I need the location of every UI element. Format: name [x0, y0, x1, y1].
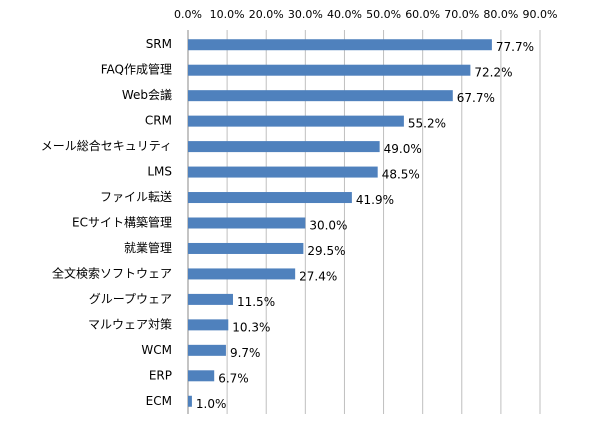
- data-label: 6.7%: [218, 371, 249, 385]
- bar: [188, 192, 352, 204]
- data-label: 10.3%: [232, 320, 270, 334]
- data-label: 29.5%: [307, 244, 345, 258]
- bar: [188, 115, 404, 127]
- bar: [188, 370, 215, 382]
- bar: [188, 242, 304, 254]
- data-label: 72.2%: [474, 66, 512, 80]
- x-tick-label: 30.0%: [288, 8, 323, 21]
- data-label: 30.0%: [309, 219, 347, 233]
- x-tick-label: 20.0%: [249, 8, 284, 21]
- category-label: ECサイト構築管理: [72, 215, 172, 230]
- bar: [188, 90, 453, 102]
- bar: [188, 217, 306, 229]
- data-label: 55.2%: [408, 117, 446, 131]
- bar: [188, 319, 229, 331]
- category-label: マルウェア対策: [88, 317, 172, 331]
- data-label: 41.9%: [356, 193, 394, 207]
- bar: [188, 39, 492, 51]
- data-label: 67.7%: [457, 91, 495, 105]
- x-tick-label: 40.0%: [327, 8, 362, 21]
- x-tick-label: 70.0%: [444, 8, 479, 21]
- x-tick-label: 50.0%: [366, 8, 401, 21]
- category-label: 就業管理: [124, 240, 172, 255]
- x-tick-label: 60.0%: [405, 8, 440, 21]
- bar: [188, 344, 226, 356]
- data-label: 49.0%: [384, 142, 422, 156]
- x-tick-label: 80.0%: [483, 8, 518, 21]
- x-tick-label: 0.0%: [174, 8, 202, 21]
- category-label: ERP: [149, 368, 172, 382]
- bar: [188, 268, 296, 280]
- data-label: 48.5%: [382, 168, 420, 182]
- category-label: ファイル転送: [100, 189, 172, 204]
- bar: [188, 141, 380, 153]
- category-label: グループウェア: [89, 292, 172, 306]
- data-label: 77.7%: [496, 40, 534, 54]
- category-label: WCM: [141, 343, 172, 357]
- category-label: FAQ作成管理: [101, 62, 172, 77]
- data-label: 1.0%: [196, 397, 227, 411]
- bar: [188, 293, 233, 305]
- x-tick-label: 10.0%: [210, 8, 245, 21]
- category-label: ECM: [146, 394, 172, 408]
- category-label: メール総合セキュリティ: [41, 138, 172, 153]
- category-label: SRM: [146, 37, 172, 51]
- category-label: 全文検索ソフトウェア: [52, 265, 172, 280]
- data-label: 11.5%: [237, 295, 275, 309]
- bar: [188, 166, 378, 178]
- category-label: CRM: [145, 114, 172, 128]
- category-label: LMS: [147, 165, 172, 179]
- data-label: 27.4%: [299, 269, 337, 283]
- bar: [188, 64, 471, 76]
- data-label: 9.7%: [230, 346, 261, 360]
- category-label: Web会議: [122, 88, 172, 102]
- x-tick-label: 90.0%: [523, 8, 558, 21]
- bar: [188, 395, 192, 407]
